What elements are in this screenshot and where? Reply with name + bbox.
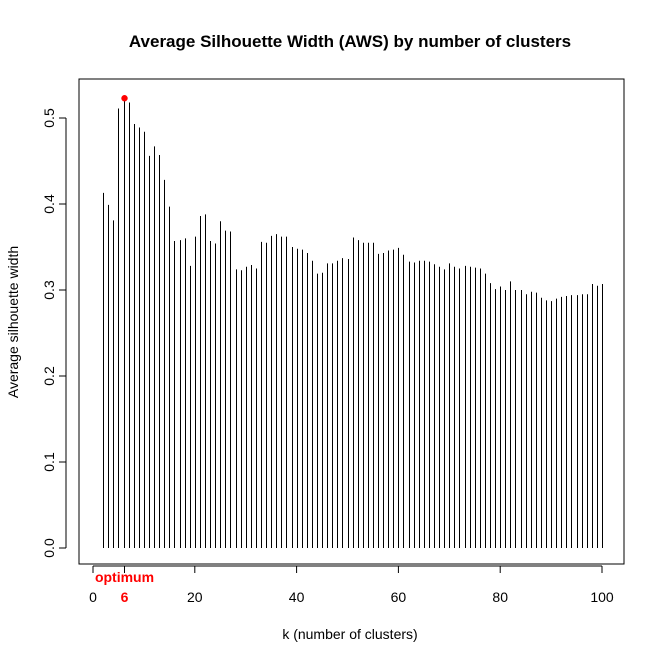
bars-group xyxy=(103,95,603,548)
x-axis: 0 20 40 60 80 100 optimum 6 xyxy=(89,565,614,605)
x-tick-label: 20 xyxy=(187,589,203,605)
optimum-k-label: 6 xyxy=(121,589,129,605)
plot-frame xyxy=(78,78,625,565)
x-tick-label: 100 xyxy=(590,589,614,605)
optimum-point xyxy=(121,95,128,102)
y-axis: 0.0 0.1 0.2 0.3 0.4 0.5 xyxy=(41,108,67,558)
optimum-label: optimum xyxy=(95,569,154,585)
y-tick-label: 0.0 xyxy=(41,538,57,558)
x-axis-label: k (number of clusters) xyxy=(282,626,417,642)
y-tick-label: 0.1 xyxy=(41,452,57,472)
y-tick-label: 0.2 xyxy=(41,366,57,386)
x-tick-label: 80 xyxy=(492,589,508,605)
chart-title: Average Silhouette Width (AWS) by number… xyxy=(129,32,571,51)
y-axis-label: Average silhouette width xyxy=(5,246,21,398)
x-tick-label: 40 xyxy=(289,589,305,605)
x-tick-label: 60 xyxy=(391,589,407,605)
y-tick-label: 0.5 xyxy=(41,108,57,128)
x-tick-label: 0 xyxy=(89,589,97,605)
y-tick-label: 0.3 xyxy=(41,280,57,300)
y-tick-label: 0.4 xyxy=(41,194,57,214)
